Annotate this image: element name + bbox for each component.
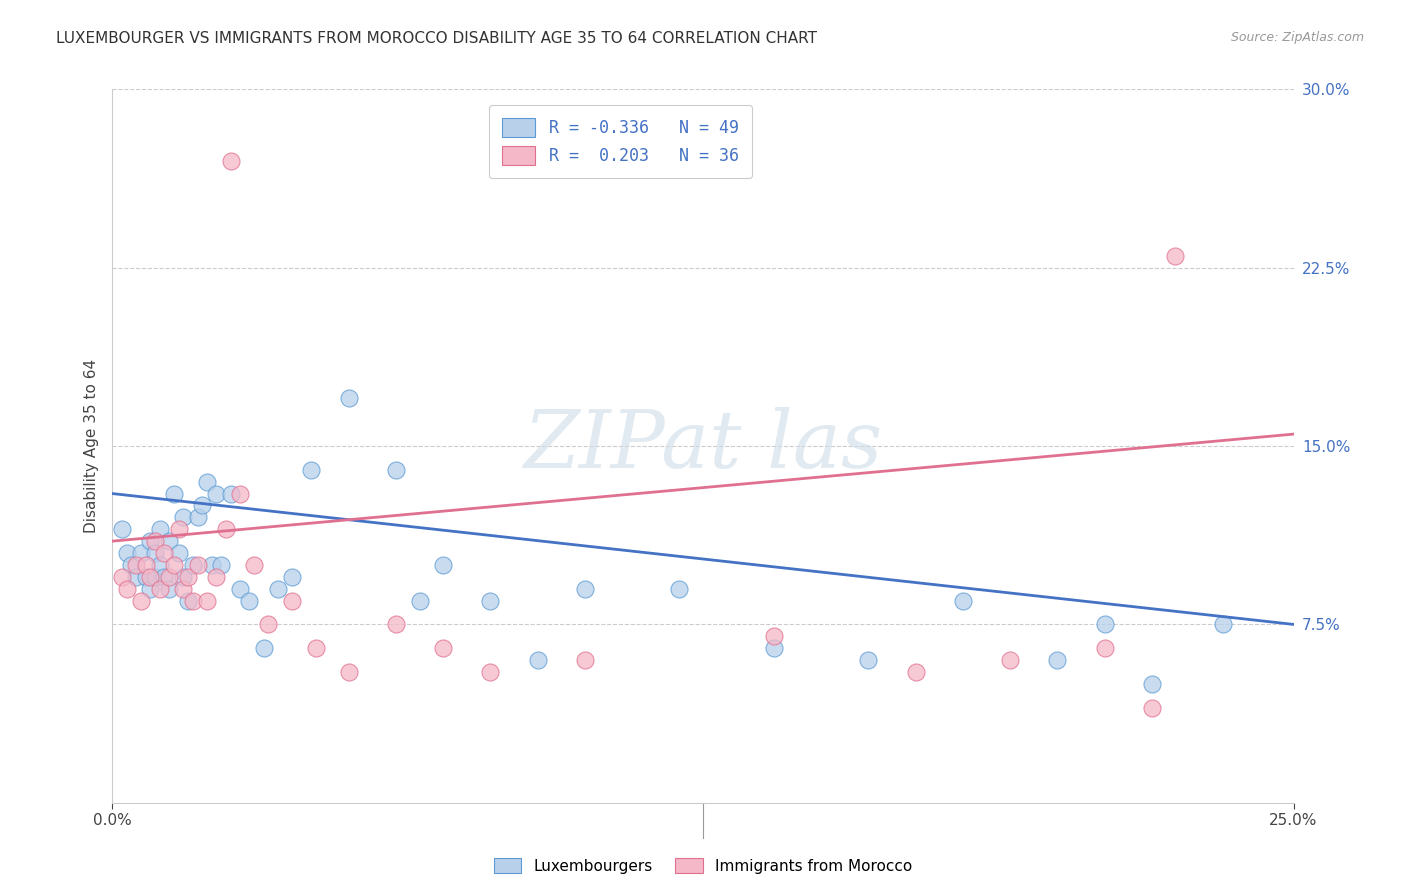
Point xyxy=(139,582,162,596)
Point xyxy=(129,546,152,560)
Point xyxy=(135,570,157,584)
Point xyxy=(163,558,186,572)
Point xyxy=(177,593,200,607)
Point xyxy=(762,641,785,656)
Point xyxy=(1094,617,1116,632)
Point xyxy=(143,570,166,584)
Point xyxy=(281,570,304,584)
Point xyxy=(139,534,162,549)
Point xyxy=(157,570,180,584)
Point xyxy=(143,534,166,549)
Point xyxy=(139,570,162,584)
Point xyxy=(172,582,194,596)
Point xyxy=(120,558,142,572)
Point xyxy=(153,546,176,560)
Point xyxy=(1140,700,1163,714)
Point xyxy=(167,522,190,536)
Point xyxy=(201,558,224,572)
Point xyxy=(115,546,138,560)
Point xyxy=(281,593,304,607)
Point xyxy=(574,582,596,596)
Point xyxy=(904,665,927,679)
Point xyxy=(177,570,200,584)
Point xyxy=(172,570,194,584)
Point xyxy=(1140,677,1163,691)
Point xyxy=(153,570,176,584)
Point xyxy=(432,641,454,656)
Point xyxy=(1094,641,1116,656)
Point xyxy=(432,558,454,572)
Point xyxy=(157,582,180,596)
Point xyxy=(125,558,148,572)
Point xyxy=(668,582,690,596)
Point xyxy=(172,510,194,524)
Point xyxy=(205,570,228,584)
Point xyxy=(205,486,228,500)
Point xyxy=(209,558,232,572)
Point xyxy=(337,665,360,679)
Point xyxy=(479,665,502,679)
Point xyxy=(135,558,157,572)
Point xyxy=(1046,653,1069,667)
Point xyxy=(408,593,430,607)
Point xyxy=(195,475,218,489)
Point xyxy=(385,463,408,477)
Point xyxy=(215,522,238,536)
Point xyxy=(229,486,252,500)
Point xyxy=(253,641,276,656)
Point xyxy=(191,499,214,513)
Point xyxy=(186,558,208,572)
Point xyxy=(479,593,502,607)
Point xyxy=(385,617,408,632)
Point xyxy=(267,582,290,596)
Text: ZIPat las: ZIPat las xyxy=(523,408,883,484)
Point xyxy=(299,463,322,477)
Point xyxy=(163,486,186,500)
Point xyxy=(574,653,596,667)
Point xyxy=(167,546,190,560)
Legend: R = -0.336   N = 49, R =  0.203   N = 36: R = -0.336 N = 49, R = 0.203 N = 36 xyxy=(489,104,752,178)
Point xyxy=(304,641,326,656)
Point xyxy=(219,153,242,168)
Point xyxy=(149,558,172,572)
Point xyxy=(858,653,880,667)
Point xyxy=(998,653,1021,667)
Point xyxy=(238,593,260,607)
Y-axis label: Disability Age 35 to 64: Disability Age 35 to 64 xyxy=(83,359,98,533)
Point xyxy=(243,558,266,572)
Point xyxy=(337,392,360,406)
Point xyxy=(257,617,280,632)
Text: Source: ZipAtlas.com: Source: ZipAtlas.com xyxy=(1230,31,1364,45)
Point xyxy=(125,570,148,584)
Point xyxy=(149,522,172,536)
Point xyxy=(181,593,204,607)
Point xyxy=(143,546,166,560)
Point xyxy=(149,582,172,596)
Point xyxy=(526,653,548,667)
Point xyxy=(111,570,134,584)
Point xyxy=(181,558,204,572)
Legend: Luxembourgers, Immigrants from Morocco: Luxembourgers, Immigrants from Morocco xyxy=(488,852,918,880)
Point xyxy=(157,534,180,549)
Point xyxy=(111,522,134,536)
Point xyxy=(115,582,138,596)
Point xyxy=(219,486,242,500)
Point xyxy=(229,582,252,596)
Text: LUXEMBOURGER VS IMMIGRANTS FROM MOROCCO DISABILITY AGE 35 TO 64 CORRELATION CHAR: LUXEMBOURGER VS IMMIGRANTS FROM MOROCCO … xyxy=(56,31,817,46)
Point xyxy=(195,593,218,607)
Point xyxy=(1164,249,1187,263)
Point xyxy=(186,510,208,524)
Point xyxy=(762,629,785,643)
Point xyxy=(1212,617,1234,632)
Point xyxy=(129,593,152,607)
Point xyxy=(952,593,974,607)
